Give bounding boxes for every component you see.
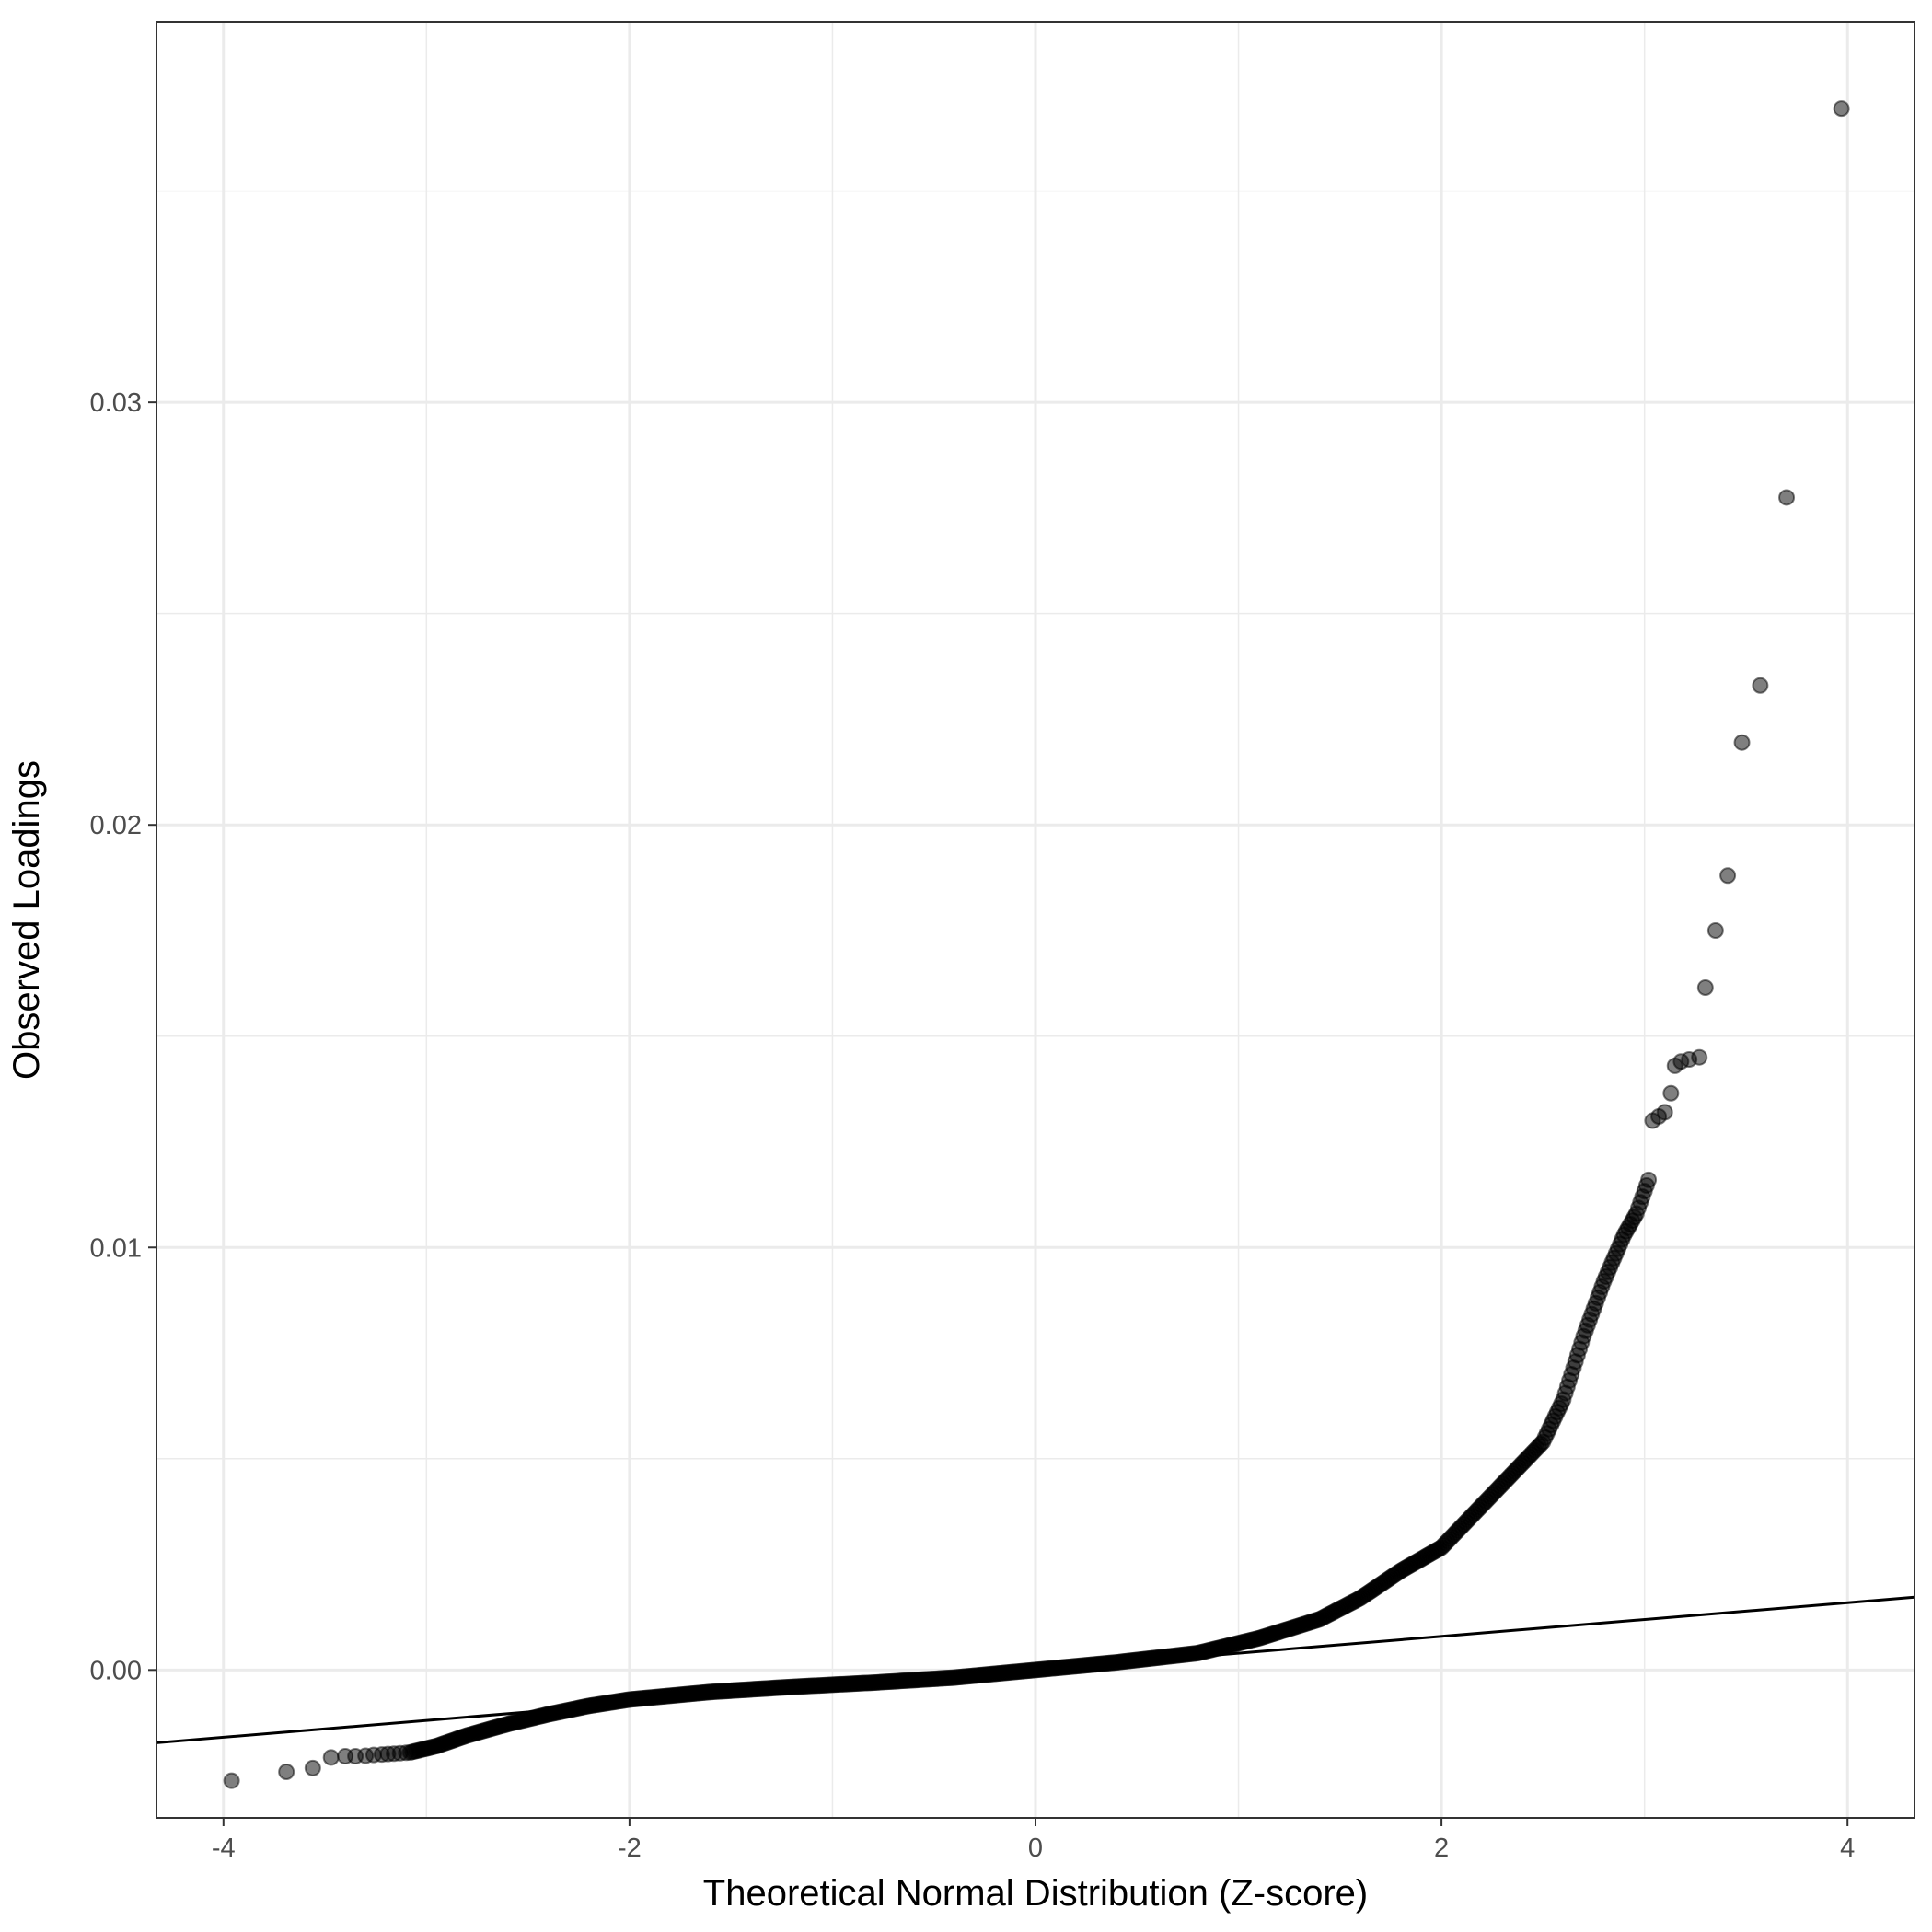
data-point: [1719, 867, 1737, 885]
data-point: [278, 1763, 295, 1780]
y-tick-label: 0.00: [90, 1656, 142, 1685]
data-point: [1662, 1084, 1680, 1102]
data-point: [1733, 734, 1751, 751]
x-tick-label: -2: [618, 1834, 642, 1863]
data-point: [1833, 100, 1850, 118]
data-point: [1752, 677, 1769, 694]
y-tick-label: 0.02: [90, 811, 142, 840]
data-point: [398, 1744, 415, 1762]
data-point: [223, 1772, 240, 1789]
x-axis: -4 -2 0 2 4: [212, 1818, 1855, 1863]
data-point: [322, 1749, 340, 1766]
x-axis-title: Theoretical Normal Distribution (Z-score…: [703, 1873, 1368, 1914]
y-axis: 0.00 0.01 0.02 0.03: [90, 388, 156, 1685]
y-tick-label: 0.03: [90, 388, 142, 418]
x-tick-label: 2: [1434, 1834, 1449, 1863]
data-point: [1691, 1048, 1708, 1066]
data-point: [1656, 1104, 1673, 1121]
x-tick-label: -4: [212, 1834, 236, 1863]
data-point: [1778, 489, 1796, 506]
x-tick-label: 0: [1028, 1834, 1043, 1863]
x-tick-label: 4: [1840, 1834, 1855, 1863]
data-point: [304, 1759, 321, 1776]
y-axis-title: Observed Loadings: [6, 760, 47, 1080]
data-point: [1706, 921, 1724, 939]
y-tick-label: 0.01: [90, 1233, 142, 1263]
data-points: [223, 100, 1850, 1789]
data-point: [1640, 1171, 1658, 1188]
data-point: [1696, 978, 1714, 996]
